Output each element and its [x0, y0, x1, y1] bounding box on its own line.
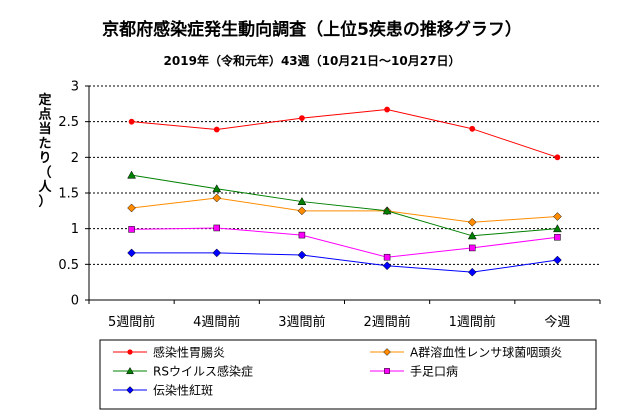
data-point	[384, 106, 390, 113]
series-0	[128, 106, 561, 161]
data-point	[212, 248, 222, 258]
data-point	[467, 267, 477, 277]
y-axis-label-char: た	[38, 137, 51, 152]
legend-label: 手足口病	[410, 364, 458, 379]
gridlines	[85, 85, 600, 301]
series-line	[131, 227, 558, 258]
y-axis-label-char: 当	[38, 121, 51, 137]
y-axis-label-char: 点	[38, 107, 51, 123]
legend-label: RSウイルス感染症	[153, 364, 253, 379]
data-point	[553, 212, 562, 221]
series-4	[127, 248, 562, 277]
x-tick-label: 2週間前	[363, 314, 410, 330]
data-point	[383, 253, 391, 261]
legend-item: A群溶血性レンサ球菌咽頭炎	[370, 345, 562, 360]
x-tick-label: 今週	[544, 314, 570, 330]
series-line	[131, 252, 558, 273]
legend-label: A群溶血性レンサ球菌咽頭炎	[410, 345, 562, 360]
data-point	[213, 224, 220, 232]
y-tick-label: 3	[71, 80, 79, 95]
y-tick-label: 0	[71, 294, 79, 309]
series-line	[131, 197, 558, 223]
series-line	[131, 174, 558, 237]
data-point	[128, 118, 135, 125]
legend-marker	[126, 366, 134, 375]
data-point	[127, 170, 137, 179]
data-point	[297, 197, 307, 206]
y-tick-label: 2.5	[58, 115, 79, 130]
series-3	[128, 224, 561, 261]
y-tick-labels: 0 0.5 1 1.5 2 2.5 3	[58, 80, 79, 309]
y-tick-label: 2	[71, 151, 79, 166]
series-group	[127, 106, 562, 277]
y-tick-label: 1.5	[58, 187, 79, 202]
axes	[88, 86, 601, 304]
data-point	[212, 193, 222, 203]
data-point	[297, 250, 307, 260]
x-tick-label: 1週間前	[449, 314, 496, 330]
series-2	[127, 170, 562, 240]
data-point	[467, 231, 477, 240]
y-axis-label-char: ）	[38, 194, 51, 210]
legend-label: 伝染性紅斑	[153, 383, 213, 398]
data-point	[127, 248, 136, 258]
data-point	[554, 154, 561, 161]
series-line	[131, 109, 558, 158]
legend-marker	[126, 386, 134, 394]
chart-title: 京都府感染症発生動向調査（上位5疾患の推移グラフ）	[102, 19, 522, 40]
data-point	[297, 206, 307, 216]
y-axis-label-char: （	[38, 165, 51, 181]
data-point	[299, 115, 305, 121]
data-point	[552, 224, 562, 233]
data-point	[469, 125, 476, 132]
x-tick-label: 4週間前	[193, 314, 240, 330]
y-axis-label-char: 定	[37, 92, 51, 108]
y-axis-label-char: 人	[38, 179, 52, 195]
legend-item: 感染性胃腸炎	[113, 345, 225, 360]
data-point	[127, 203, 136, 213]
legend-item: RSウイルス感染症	[113, 364, 253, 379]
legend-marker	[127, 349, 133, 355]
legend-box	[99, 339, 597, 410]
data-point	[467, 217, 477, 227]
series-1	[127, 193, 562, 227]
data-point	[382, 261, 392, 271]
x-tick-label: 5週間前	[108, 314, 155, 330]
data-point	[128, 226, 135, 233]
data-point	[212, 184, 222, 193]
data-point	[553, 255, 562, 265]
data-point	[554, 233, 561, 241]
y-tick-label: 0.5	[58, 258, 79, 273]
chart-subtitle: 2019年（令和元年）43週（10月21日～10月27日）	[164, 53, 461, 68]
legend-item: 手足口病	[370, 364, 458, 379]
data-point	[382, 206, 392, 215]
x-tick-label: 3週間前	[278, 314, 325, 330]
data-point	[298, 231, 306, 239]
legend-marker	[384, 368, 390, 374]
y-axis-label-char: り	[38, 151, 51, 166]
x-tick-labels: 5週間前 4週間前 3週間前 2週間前 1週間前 今週	[108, 314, 570, 330]
y-tick-label: 1	[71, 222, 79, 237]
legend-marker	[383, 348, 391, 356]
legend-item: 伝染性紅斑	[113, 383, 213, 398]
data-point	[213, 126, 220, 133]
data-point	[469, 244, 476, 252]
legend-label: 感染性胃腸炎	[153, 345, 225, 360]
